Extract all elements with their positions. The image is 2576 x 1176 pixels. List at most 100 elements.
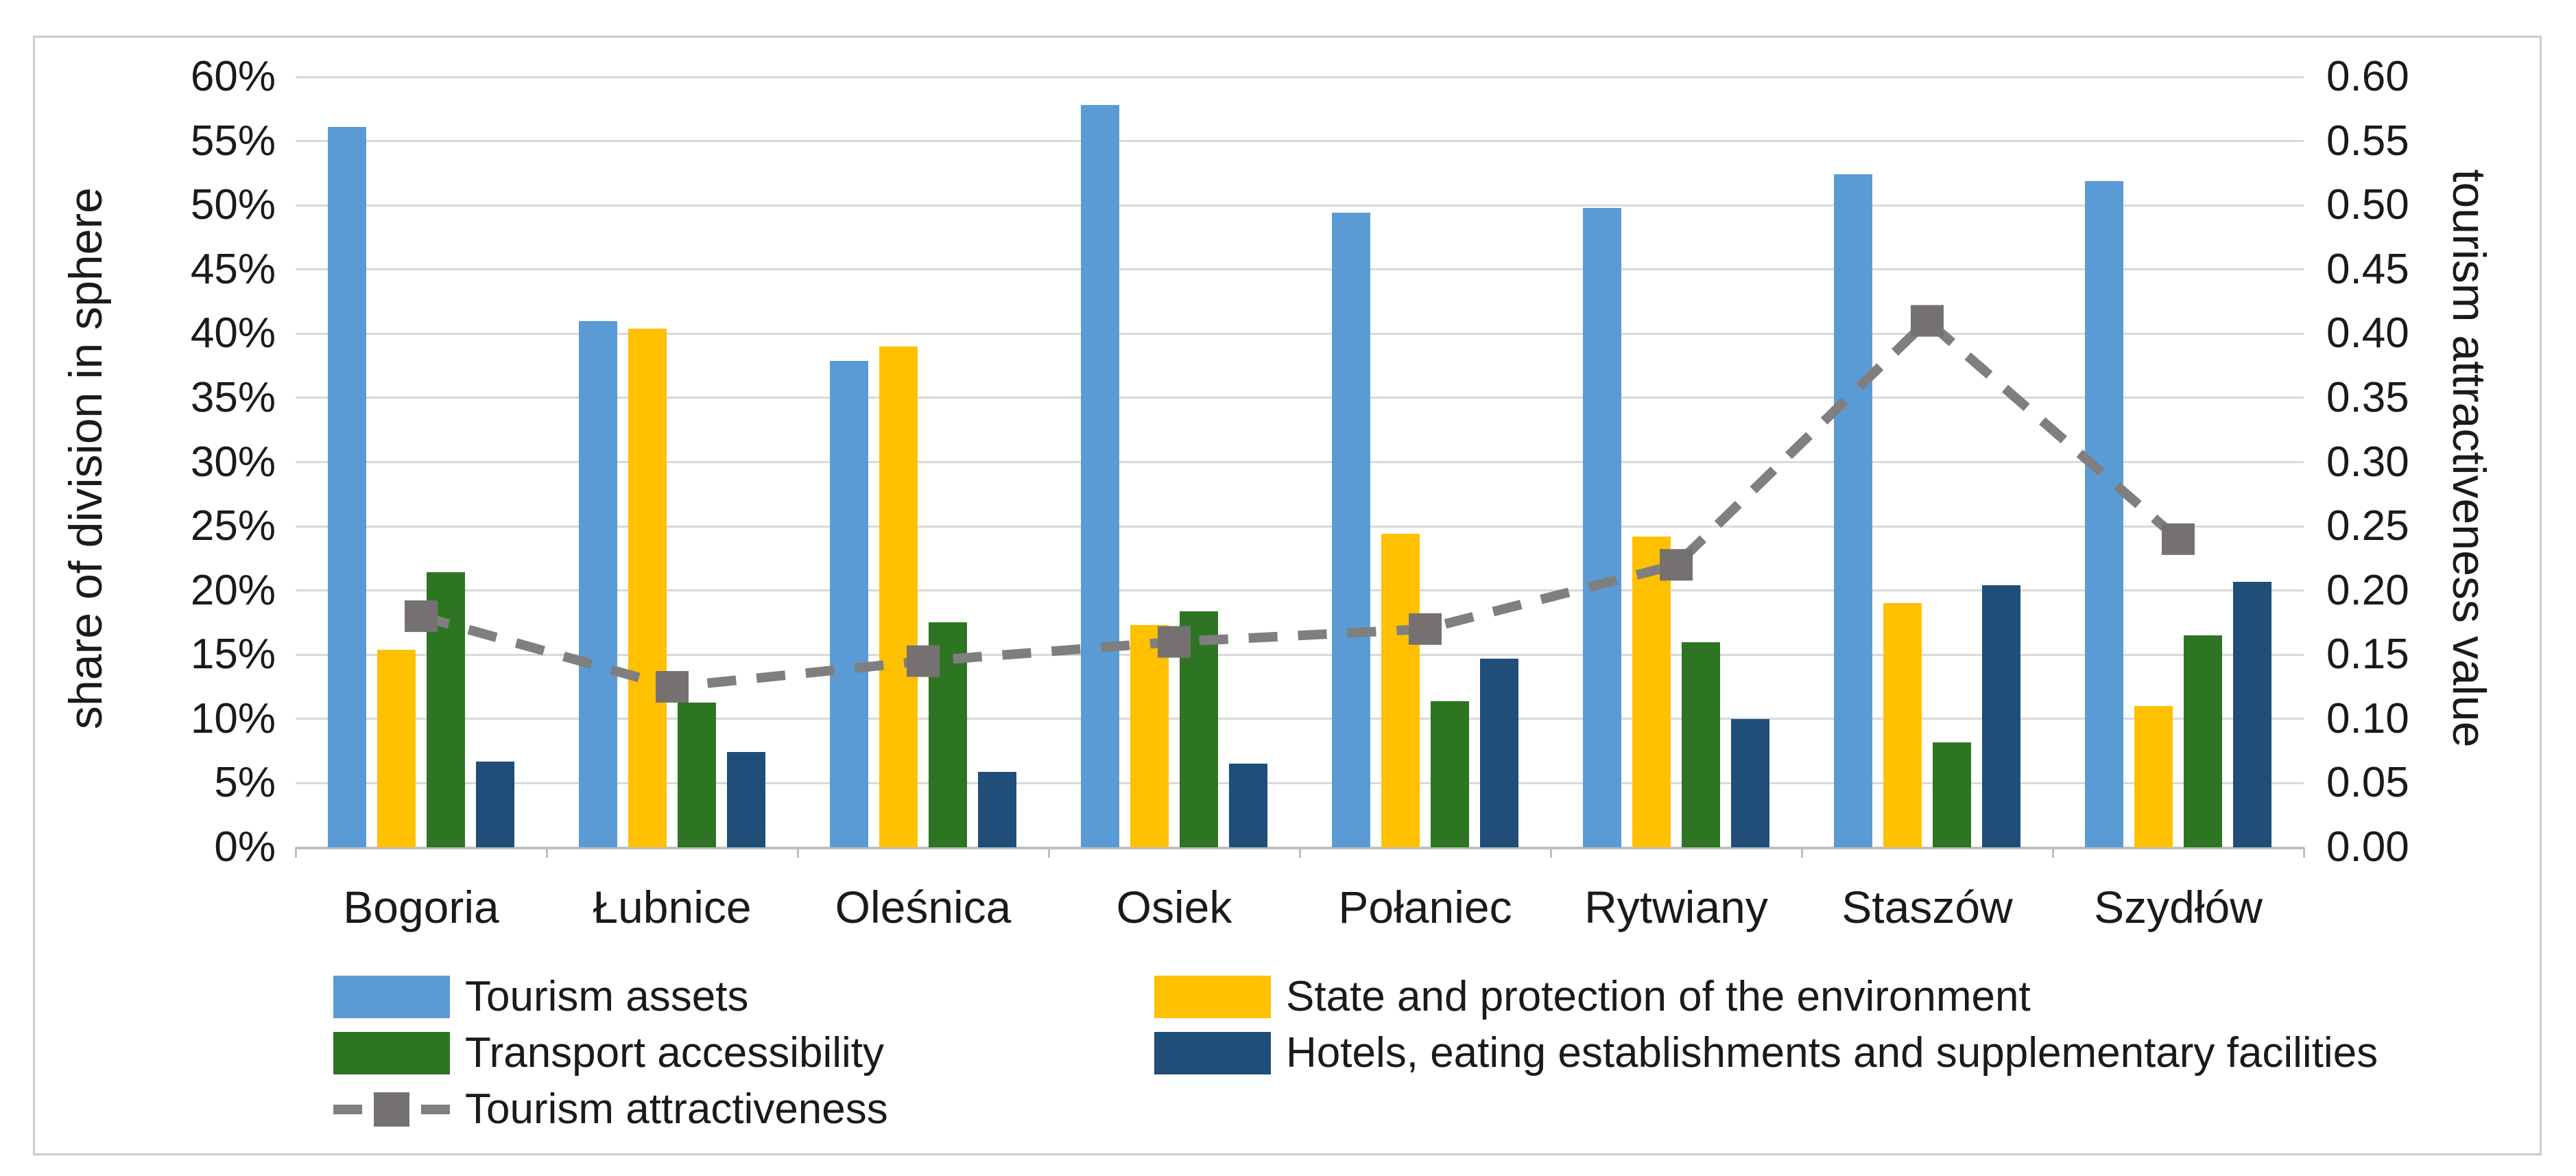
gridline [296, 397, 2304, 399]
legend-item-hotels-facilities: Hotels, eating establishments and supple… [1154, 1031, 2378, 1076]
line-marker-square [405, 600, 438, 633]
tourism-assets-swatch [333, 976, 450, 1018]
state-environment-swatch [1154, 976, 1271, 1018]
bar-hotels-eating-establishments-a [978, 771, 1016, 847]
bar-hotels-eating-establishments-a [727, 752, 765, 847]
bar-transport-accessibility [678, 702, 716, 847]
right-axis-tick-label: 0.25 [2326, 502, 2409, 550]
left-axis-tick-label: 55% [190, 117, 276, 165]
left-axis-tick-label: 40% [190, 309, 276, 357]
gridline [296, 525, 2304, 528]
right-axis-tick-label: 0.10 [2326, 694, 2409, 742]
legend-label: Tourism assets [465, 973, 749, 1020]
left-axis-tick-label: 0% [214, 823, 276, 871]
right-axis-tick-label: 0.40 [2326, 309, 2409, 357]
left-axis-tick-label: 60% [190, 53, 276, 100]
left-axis-tick-label: 10% [190, 694, 276, 742]
left-axis-tick-label: 50% [190, 181, 276, 229]
gridline [296, 781, 2304, 784]
bar-tourism-assets [579, 320, 617, 847]
left-axis-tick-label: 35% [190, 373, 276, 421]
gridline [296, 653, 2304, 656]
left-axis-tick-label: 25% [190, 502, 276, 550]
line-marker-square [2162, 523, 2195, 555]
right-axis-tick-label: 0.35 [2326, 373, 2409, 421]
right-axis-tick-label: 0.60 [2326, 53, 2409, 100]
bar-tourism-assets [328, 126, 366, 847]
bar-state-and-protection-of-the-en [2134, 706, 2173, 847]
legend-item-tourism-attractiveness: Tourism attractiveness [333, 1087, 888, 1132]
legend-item-transport-accessibility: Transport accessibility [333, 1031, 884, 1076]
x-axis-category-label: Staszów [1841, 882, 2013, 932]
gridline [296, 589, 2304, 592]
bar-hotels-eating-establishments-a [1982, 585, 2020, 847]
bar-state-and-protection-of-the-en [377, 649, 416, 847]
category-boundary-tick [796, 847, 799, 858]
bar-transport-accessibility [2184, 635, 2222, 847]
bar-state-and-protection-of-the-en [1632, 537, 1671, 847]
bar-state-and-protection-of-the-en [1130, 625, 1169, 847]
right-axis-tick-label: 0.55 [2326, 117, 2409, 165]
legend-item-tourism-assets: Tourism assets [333, 974, 748, 1020]
legend-label: Transport accessibility [465, 1029, 885, 1077]
x-axis-category-label: Łubnice [593, 882, 752, 932]
category-boundary-tick [1298, 847, 1301, 858]
right-axis-tick-label: 0.00 [2326, 823, 2409, 871]
x-axis-category-label: Połaniec [1338, 882, 1512, 932]
category-boundary-tick [2302, 847, 2305, 858]
right-axis-tick-label: 0.45 [2326, 245, 2409, 293]
bar-state-and-protection-of-the-en [1883, 603, 1922, 847]
left-axis-tick-label: 5% [214, 759, 276, 807]
x-axis-category-label: Bogoria [343, 882, 499, 932]
left-axis-tick-label: 15% [190, 631, 276, 679]
bar-hotels-eating-establishments-a [476, 761, 514, 847]
gridline [296, 204, 2304, 207]
bar-tourism-assets [1081, 105, 1119, 847]
x-axis-category-label: Oleśnica [835, 882, 1012, 932]
line-marker-square [1660, 549, 1693, 581]
line-marker-square [656, 671, 689, 703]
right-axis-tick-label: 0.50 [2326, 181, 2409, 229]
left-axis-tick-label: 30% [190, 438, 276, 486]
bar-hotels-eating-establishments-a [2233, 581, 2271, 847]
bar-transport-accessibility [1682, 642, 1720, 847]
bar-tourism-assets [1583, 207, 1621, 847]
line-marker-square [907, 645, 940, 677]
category-boundary-tick [294, 847, 297, 858]
legend-label: State and protection of the environment [1286, 973, 2031, 1020]
legend-square-marker [374, 1092, 409, 1127]
bar-state-and-protection-of-the-en [879, 346, 918, 847]
bar-state-and-protection-of-the-en [628, 328, 667, 847]
right-axis-tick-label: 0.30 [2326, 438, 2409, 486]
line-marker-square [1158, 626, 1191, 658]
tourism-attractiveness-line-swatch [333, 1092, 450, 1127]
line-marker-square [1409, 613, 1442, 645]
gridline [296, 75, 2304, 78]
legend-label: Tourism attractiveness [465, 1085, 888, 1133]
bar-transport-accessibility [1431, 701, 1469, 847]
gridline [296, 718, 2304, 720]
legend-dash [333, 1105, 362, 1114]
category-boundary-tick [1549, 847, 1552, 858]
bar-tourism-assets [830, 360, 868, 847]
right-axis-tick-label: 0.15 [2326, 631, 2409, 679]
transport-accessibility-swatch [333, 1032, 450, 1074]
gridline [296, 461, 2304, 463]
line-path [420, 314, 2182, 692]
x-axis-category-label: Szydłów [2094, 882, 2263, 932]
legend-label: Hotels, eating establishments and supple… [1286, 1029, 2378, 1077]
x-axis-category-label: Osiek [1116, 882, 1232, 932]
gridline [296, 268, 2304, 271]
gridline [296, 140, 2304, 143]
category-boundary-tick [1047, 847, 1050, 858]
left-axis-tick-label: 45% [190, 245, 276, 293]
x-axis-category-label: Rytwiany [1584, 882, 1768, 932]
legend-dash [421, 1105, 450, 1114]
bar-tourism-assets [1332, 213, 1370, 847]
bar-hotels-eating-establishments-a [1229, 764, 1267, 847]
bar-tourism-assets [1834, 174, 1872, 847]
category-boundary-tick [545, 847, 548, 858]
legend-item-state-environment: State and protection of the environment [1154, 974, 2031, 1020]
category-boundary-tick [2051, 847, 2054, 858]
